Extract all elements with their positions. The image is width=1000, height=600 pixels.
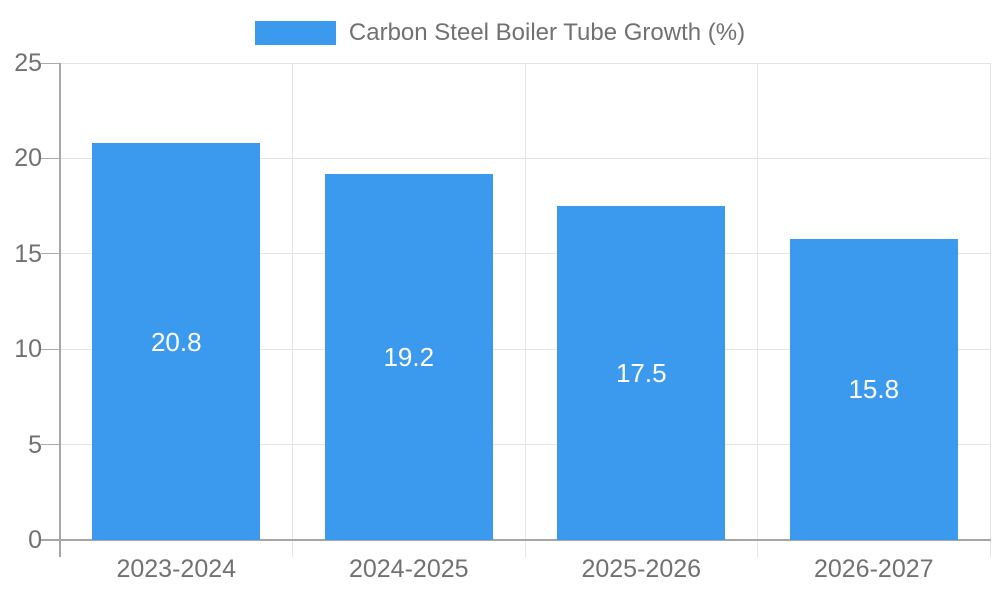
y-tick-label: 0	[28, 526, 42, 554]
bar-value-label: 20.8	[150, 326, 202, 357]
legend-item[interactable]: Carbon Steel Boiler Tube Growth (%)	[254, 19, 746, 47]
legend-label: Carbon Steel Boiler Tube Growth (%)	[348, 19, 746, 46]
bar: 19.2	[324, 173, 493, 540]
chart-legend: Carbon Steel Boiler Tube Growth (%)	[0, 19, 1000, 47]
x-gridline	[292, 63, 293, 557]
x-gridline	[757, 63, 758, 557]
y-tick-label: 15	[14, 239, 42, 268]
y-tick-label: 25	[14, 49, 42, 77]
x-tick-label: 2026-2027	[813, 555, 934, 583]
x-tick-label: 2025-2026	[581, 555, 702, 583]
y-axis-tick	[41, 444, 60, 446]
bar: 15.8	[789, 238, 958, 540]
y-axis-tick	[41, 157, 60, 159]
y-axis-line	[59, 63, 61, 557]
bar: 17.5	[557, 206, 726, 540]
y-axis-tick	[41, 253, 60, 255]
x-tick-label: 2024-2025	[348, 555, 469, 583]
plot-area: 0 5 10 15 20 25 20.8 2023-2024 19.2 2024-2025 17.5…	[14, 49, 991, 583]
y-tick-label: 20	[14, 144, 42, 173]
bar: 20.8	[92, 143, 261, 540]
bar-value-label: 19.2	[383, 341, 435, 372]
legend-swatch-icon	[254, 21, 336, 45]
x-gridline	[989, 63, 991, 557]
y-axis-tick	[41, 62, 60, 64]
y-tick-label: 5	[28, 430, 42, 459]
y-axis-tick	[41, 348, 60, 350]
bar-value-label: 17.5	[615, 358, 667, 389]
bar-value-label: 15.8	[848, 374, 900, 405]
x-axis-line	[41, 539, 991, 541]
x-tick-label: 2023-2024	[116, 555, 237, 583]
x-gridline	[524, 63, 526, 557]
y-tick-label: 10	[14, 335, 42, 364]
